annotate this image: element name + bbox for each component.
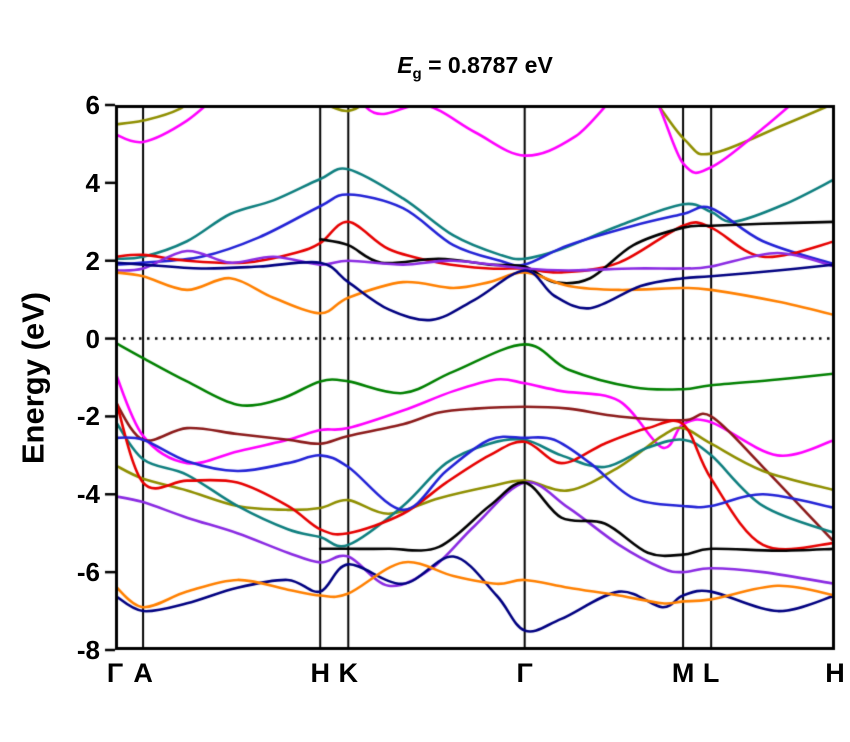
- k-point-label: A: [133, 658, 153, 688]
- y-tick-label: 4: [85, 167, 100, 198]
- k-point-label: H: [825, 658, 845, 688]
- k-point-label: M: [671, 658, 695, 688]
- title-band-gap-value: = 0.8787 eV: [421, 52, 553, 78]
- k-point-label: Γ: [106, 658, 124, 688]
- title-energy-symbol: E: [397, 52, 413, 78]
- k-point-label: Γ: [516, 658, 533, 688]
- figure-title: Eg = 0.8787 eV: [115, 52, 835, 83]
- y-tick-label: 6: [85, 90, 100, 120]
- title-gap-subscript: g: [412, 65, 422, 83]
- y-tick-label: -6: [76, 557, 100, 588]
- y-tick-label: -2: [76, 401, 100, 432]
- y-tick-label: -8: [76, 635, 100, 665]
- k-point-label: H: [310, 658, 330, 688]
- k-point-label: L: [702, 658, 720, 688]
- y-tick-label: -4: [76, 479, 100, 510]
- k-point-label: K: [338, 658, 359, 688]
- y-tick-label: 2: [85, 245, 100, 276]
- y-tick-label: 0: [85, 323, 100, 354]
